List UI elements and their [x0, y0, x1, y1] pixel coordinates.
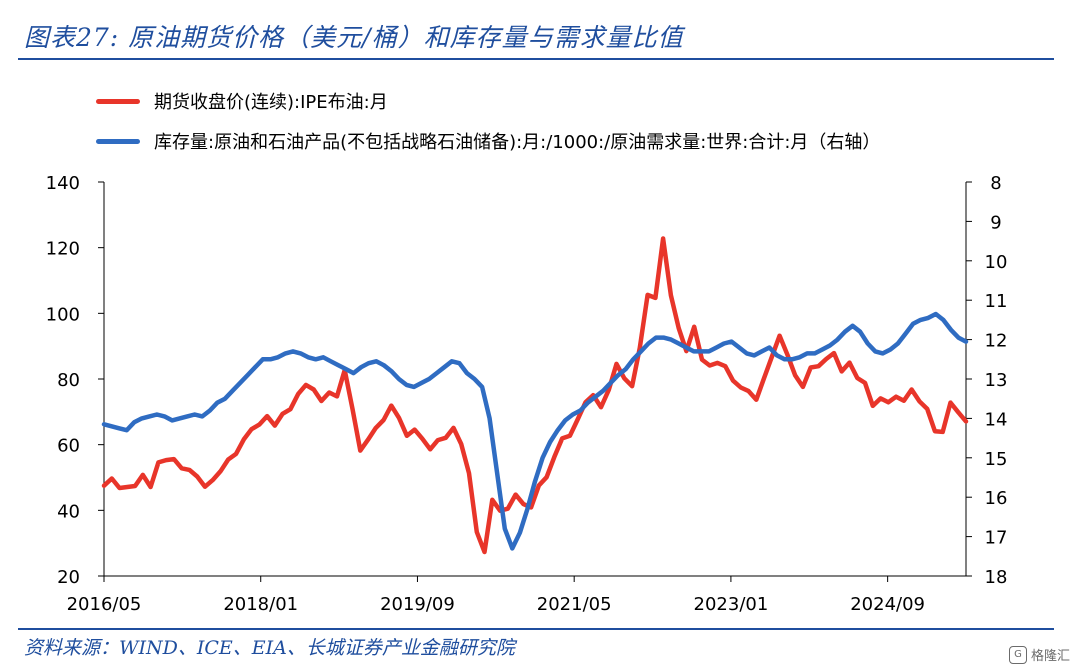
- x-tick-label: 2023/01: [694, 594, 769, 615]
- y-left-tick-label: 140: [46, 173, 80, 194]
- legend-swatch-blue: [96, 138, 140, 144]
- legend-label-brent: 期货收盘价(连续):IPE布油:月: [154, 92, 388, 113]
- series-line-inventory-ratio: [101, 311, 969, 551]
- y-right-tick-label: 9: [990, 212, 1001, 233]
- y-right-tick-label: 8: [990, 173, 1001, 194]
- y-right-tick-label: 13: [985, 370, 1008, 391]
- watermark-logo-icon: G: [1008, 645, 1027, 664]
- y-right-tick-label: 15: [985, 449, 1008, 470]
- y-right-tick-label: 10: [985, 252, 1008, 273]
- legend-item-brent: 期货收盘价(连续):IPE布油:月: [96, 88, 388, 114]
- y-right-tick-label: 12: [985, 331, 1008, 352]
- y-right-tick-label: 14: [985, 409, 1008, 430]
- y-left-tick-label: 80: [57, 370, 80, 391]
- legend-swatch-red: [96, 98, 140, 104]
- y-right-tick-label: 11: [985, 291, 1008, 312]
- watermark: G 格隆汇: [1008, 645, 1070, 664]
- x-tick-label: 2021/05: [537, 594, 612, 615]
- y-left-tick-label: 20: [57, 567, 80, 588]
- x-tick-label: 2016/05: [67, 594, 142, 615]
- y-right-tick-label: 18: [985, 567, 1008, 588]
- y-left-tick-label: 100: [46, 304, 80, 325]
- y-left-tick-label: 120: [46, 239, 80, 260]
- x-tick-label: 2018/01: [223, 594, 298, 615]
- y-left-tick-label: 60: [57, 436, 80, 457]
- source-note: 资料来源：WIND、ICE、EIA、长城证券产业金融研究院: [24, 637, 515, 659]
- legend-label-inventory-ratio: 库存量:原油和石油产品(不包括战略石油储备):月:/1000:/原油需求量:世界…: [154, 132, 881, 153]
- series-line-brent: [101, 236, 969, 555]
- x-tick-label: 2024/09: [850, 594, 925, 615]
- title-divider: [18, 58, 1054, 60]
- y-right-tick-label: 16: [985, 488, 1008, 509]
- legend-item-inventory-ratio: 库存量:原油和石油产品(不包括战略石油储备):月:/1000:/原油需求量:世界…: [96, 128, 880, 154]
- y-left-tick-label: 40: [57, 501, 80, 522]
- chart-title: 图表27: 原油期货价格（美元/桶）和库存量与需求量比值: [24, 23, 684, 52]
- watermark-text: 格隆汇: [1030, 649, 1070, 664]
- source-divider: [18, 628, 1054, 630]
- y-right-tick-label: 17: [985, 528, 1008, 549]
- x-tick-label: 2019/09: [380, 594, 455, 615]
